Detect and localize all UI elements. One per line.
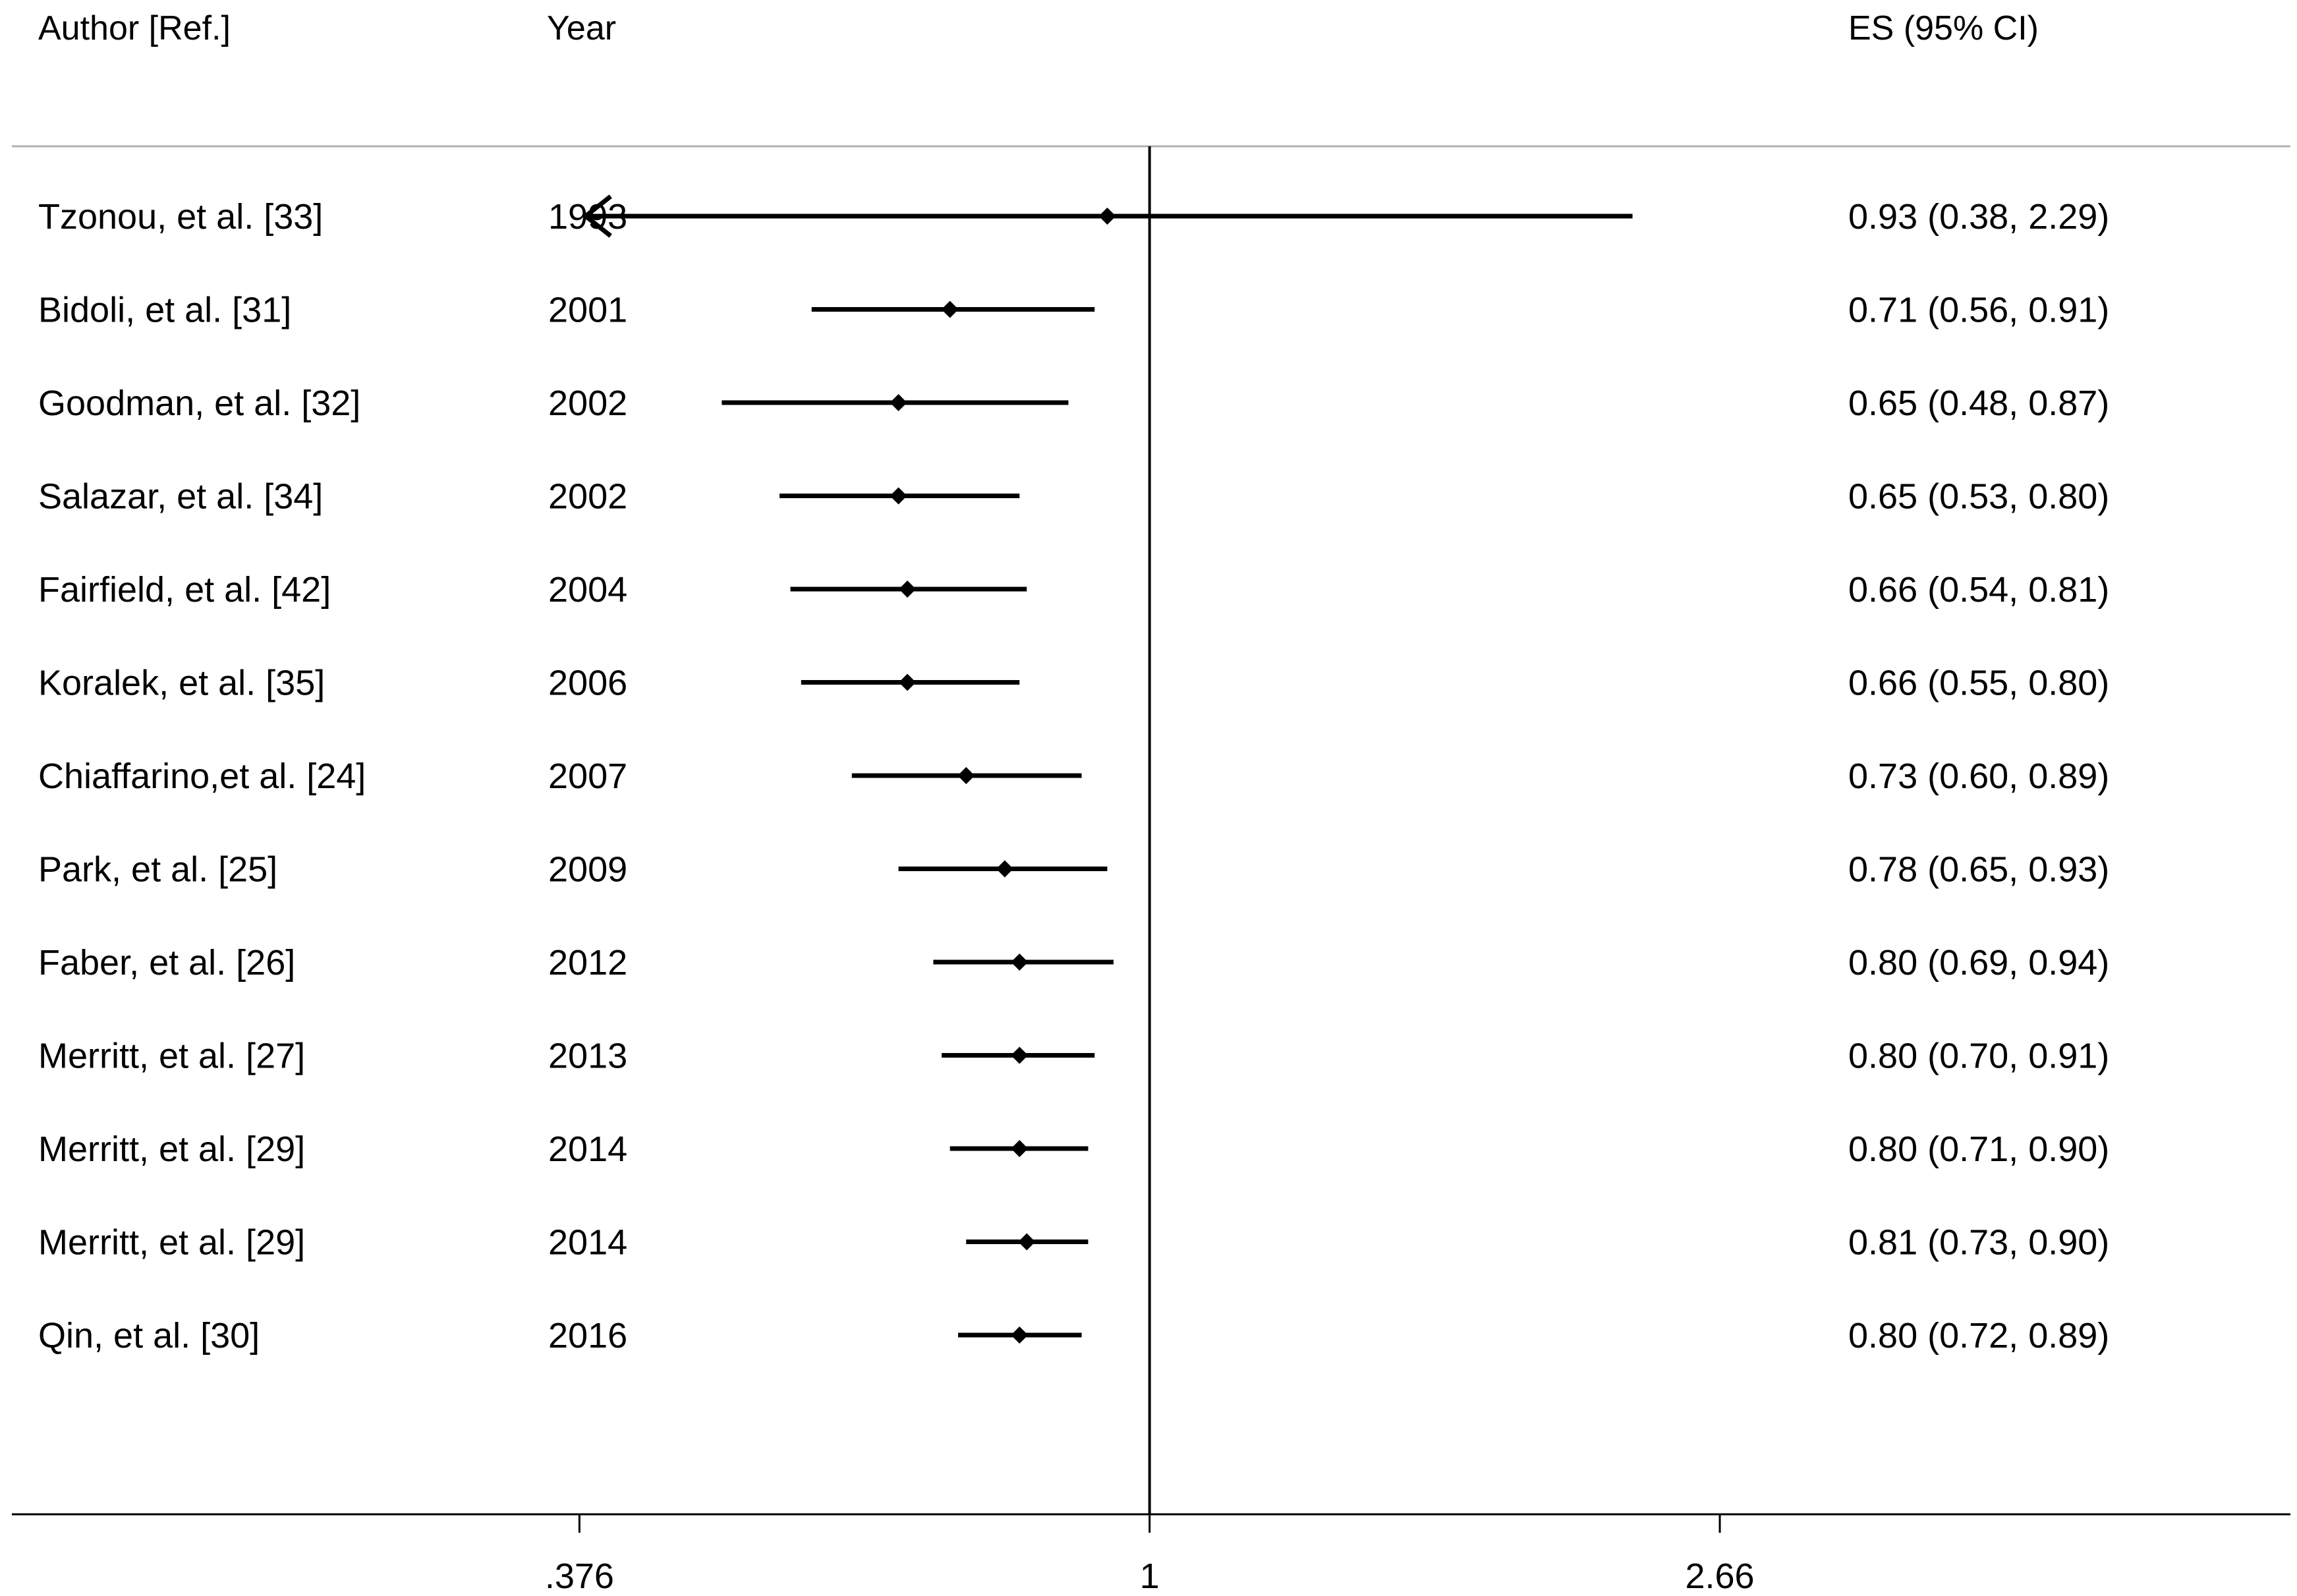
point-estimate (1011, 1046, 1029, 1064)
point-estimate (1018, 1233, 1036, 1251)
author-column-header: Author [Ref.] (38, 9, 231, 47)
study-year-label: 2014 (548, 1223, 627, 1263)
study-author-label: Faber, et al. [26] (38, 943, 295, 983)
study-row: Koralek, et al. [35] 2006 0.66 (0.55, 0.80… (38, 664, 2109, 703)
study-row: Chiaffarino,et al. [24] 2007 0.73 (0.60, 0… (38, 756, 2109, 796)
study-year-label: 2012 (548, 943, 627, 983)
study-row: Fairfield, et al. [42] 2004 0.66 (0.54, 0.… (38, 570, 2109, 610)
year-column-header: Year (547, 9, 616, 47)
study-row: Merritt, et al. [27] 2013 0.80 (0.70, 0.91… (38, 1037, 2109, 1076)
study-year-label: 2009 (548, 850, 627, 890)
study-row: Tzonou, et al. [33] 1993 0.93 (0.38, 2.29) (38, 194, 2109, 238)
study-author-label: Tzonou, et al. [33] (38, 197, 323, 237)
x-axis-tick-label: 1 (1140, 1556, 1160, 1596)
point-estimate (1011, 1140, 1029, 1157)
study-row: Merritt, et al. [29] 2014 0.80 (0.71, 0.90… (38, 1129, 2109, 1169)
study-row: Salazar, et al. [34] 2002 0.65 (0.53, 0.80… (38, 477, 2109, 517)
study-es-label: 0.73 (0.60, 0.89) (1848, 756, 2109, 796)
study-author-label: Koralek, et al. [35] (38, 664, 325, 703)
study-es-label: 0.66 (0.54, 0.81) (1848, 570, 2109, 610)
study-rows: Tzonou, et al. [33] 1993 0.93 (0.38, 2.29)… (38, 146, 2109, 1514)
point-estimate (899, 581, 917, 598)
study-row: Faber, et al. [26] 2012 0.80 (0.69, 0.94) (38, 943, 2109, 983)
point-estimate (996, 860, 1013, 878)
point-estimate (957, 767, 975, 784)
study-es-label: 0.80 (0.69, 0.94) (1848, 943, 2109, 983)
point-estimate (1011, 1326, 1029, 1344)
point-estimate (1098, 208, 1116, 225)
study-es-label: 0.93 (0.38, 2.29) (1848, 197, 2109, 237)
study-author-label: Goodman, et al. [32] (38, 384, 360, 423)
study-year-label: 2004 (548, 570, 627, 610)
study-year-label: 2006 (548, 664, 627, 703)
point-estimate (941, 300, 959, 318)
study-author-label: Qin, et al. [30] (38, 1316, 260, 1355)
study-year-label: 2002 (548, 477, 627, 517)
study-es-label: 0.66 (0.55, 0.80) (1848, 664, 2109, 703)
study-author-label: Chiaffarino,et al. [24] (38, 756, 366, 796)
study-author-label: Fairfield, et al. [42] (38, 570, 331, 610)
study-row: Park, et al. [25] 2009 0.78 (0.65, 0.93) (38, 850, 2109, 890)
study-es-label: 0.65 (0.53, 0.80) (1848, 477, 2109, 517)
study-year-label: 2016 (548, 1316, 627, 1355)
point-estimate (890, 487, 907, 505)
ci-truncation-arrow (582, 194, 612, 238)
point-estimate (899, 673, 917, 691)
study-row: Goodman, et al. [32] 2002 0.65 (0.48, 0.87… (38, 384, 2109, 423)
x-axis: .376 1 2.66 (12, 1513, 2290, 1596)
x-axis-tick-label: 2.66 (1685, 1556, 1754, 1596)
study-year-label: 2013 (548, 1037, 627, 1076)
study-author-label: Bidoli, et al. [31] (38, 291, 291, 330)
point-estimate (890, 394, 907, 411)
study-year-label: 2007 (548, 756, 627, 796)
study-author-label: Merritt, et al. [29] (38, 1129, 305, 1169)
study-year-label: 2002 (548, 384, 627, 423)
es-column-header: ES (95% CI) (1848, 9, 2039, 47)
study-es-label: 0.80 (0.70, 0.91) (1848, 1037, 2109, 1076)
study-es-label: 0.80 (0.72, 0.89) (1848, 1316, 2109, 1355)
study-es-label: 0.80 (0.71, 0.90) (1848, 1129, 2109, 1169)
study-author-label: Park, et al. [25] (38, 850, 277, 890)
study-es-label: 0.78 (0.65, 0.93) (1848, 850, 2109, 890)
study-es-label: 0.71 (0.56, 0.91) (1848, 291, 2109, 330)
study-year-label: 2001 (548, 291, 627, 330)
study-row: Qin, et al. [30] 2016 0.80 (0.72, 0.89) (38, 1316, 2109, 1355)
study-row: Bidoli, et al. [31] 2001 0.71 (0.56, 0.91) (38, 291, 2109, 330)
x-axis-tick-label: .376 (545, 1556, 614, 1596)
study-es-label: 0.65 (0.48, 0.87) (1848, 384, 2109, 423)
study-author-label: Merritt, et al. [27] (38, 1037, 305, 1076)
study-row: Merritt, et al. [29] 2014 0.81 (0.73, 0.90… (38, 1223, 2109, 1263)
study-year-label: 2014 (548, 1129, 627, 1169)
study-es-label: 0.81 (0.73, 0.90) (1848, 1223, 2109, 1263)
study-author-label: Salazar, et al. [34] (38, 477, 323, 517)
study-author-label: Merritt, et al. [29] (38, 1223, 305, 1263)
point-estimate (1011, 954, 1029, 971)
